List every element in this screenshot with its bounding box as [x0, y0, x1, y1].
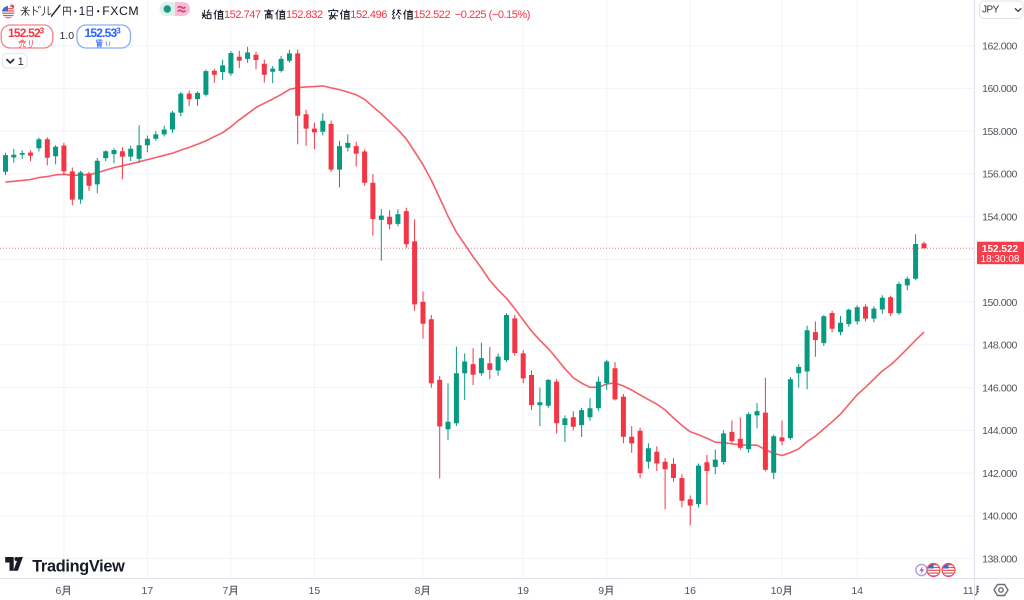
svg-text:15: 15	[309, 585, 321, 597]
svg-text:8: 8	[415, 585, 421, 597]
svg-text:158.000: 158.000	[982, 126, 1017, 138]
svg-text:152.747: 152.747	[224, 9, 261, 21]
svg-text:10: 10	[771, 585, 783, 597]
svg-text:152.53: 152.53	[85, 26, 118, 40]
svg-text:1: 1	[18, 56, 24, 68]
svg-text:162.000: 162.000	[982, 41, 1017, 53]
svg-text:19: 19	[517, 585, 529, 597]
svg-text:152.496: 152.496	[350, 9, 387, 21]
svg-text:152.522: 152.522	[414, 9, 451, 21]
svg-text:160.000: 160.000	[982, 83, 1017, 95]
svg-text:144.000: 144.000	[982, 425, 1017, 437]
svg-text:152.522: 152.522	[982, 244, 1019, 255]
svg-text:152.832: 152.832	[286, 9, 323, 21]
svg-text:1: 1	[79, 6, 85, 18]
svg-text:−0.225 (−0.15%): −0.225 (−0.15%)	[455, 9, 530, 21]
svg-text:11: 11	[963, 585, 974, 597]
svg-text:142.000: 142.000	[982, 468, 1017, 480]
svg-text:18:30:08: 18:30:08	[981, 254, 1020, 265]
svg-text:138.000: 138.000	[982, 553, 1017, 565]
svg-text:17: 17	[142, 585, 154, 597]
svg-text:1.0: 1.0	[60, 30, 75, 42]
svg-text:154.000: 154.000	[982, 212, 1017, 224]
svg-text:148.000: 148.000	[982, 340, 1017, 352]
svg-text:156.000: 156.000	[982, 169, 1017, 181]
svg-text:16: 16	[684, 585, 696, 597]
svg-text:3: 3	[40, 26, 45, 36]
svg-text:FXCM: FXCM	[102, 4, 139, 18]
svg-text:JPY: JPY	[982, 5, 1000, 16]
svg-text:7: 7	[223, 585, 229, 597]
svg-text:TradingView: TradingView	[32, 557, 125, 575]
svg-text:150.000: 150.000	[982, 297, 1017, 309]
svg-text:6: 6	[56, 585, 62, 597]
svg-text:9: 9	[598, 585, 604, 597]
svg-text:14: 14	[851, 585, 863, 597]
svg-text:3: 3	[116, 26, 121, 36]
svg-text:146.000: 146.000	[982, 382, 1017, 394]
svg-text:140.000: 140.000	[982, 511, 1017, 523]
svg-text:152.52: 152.52	[8, 26, 41, 40]
